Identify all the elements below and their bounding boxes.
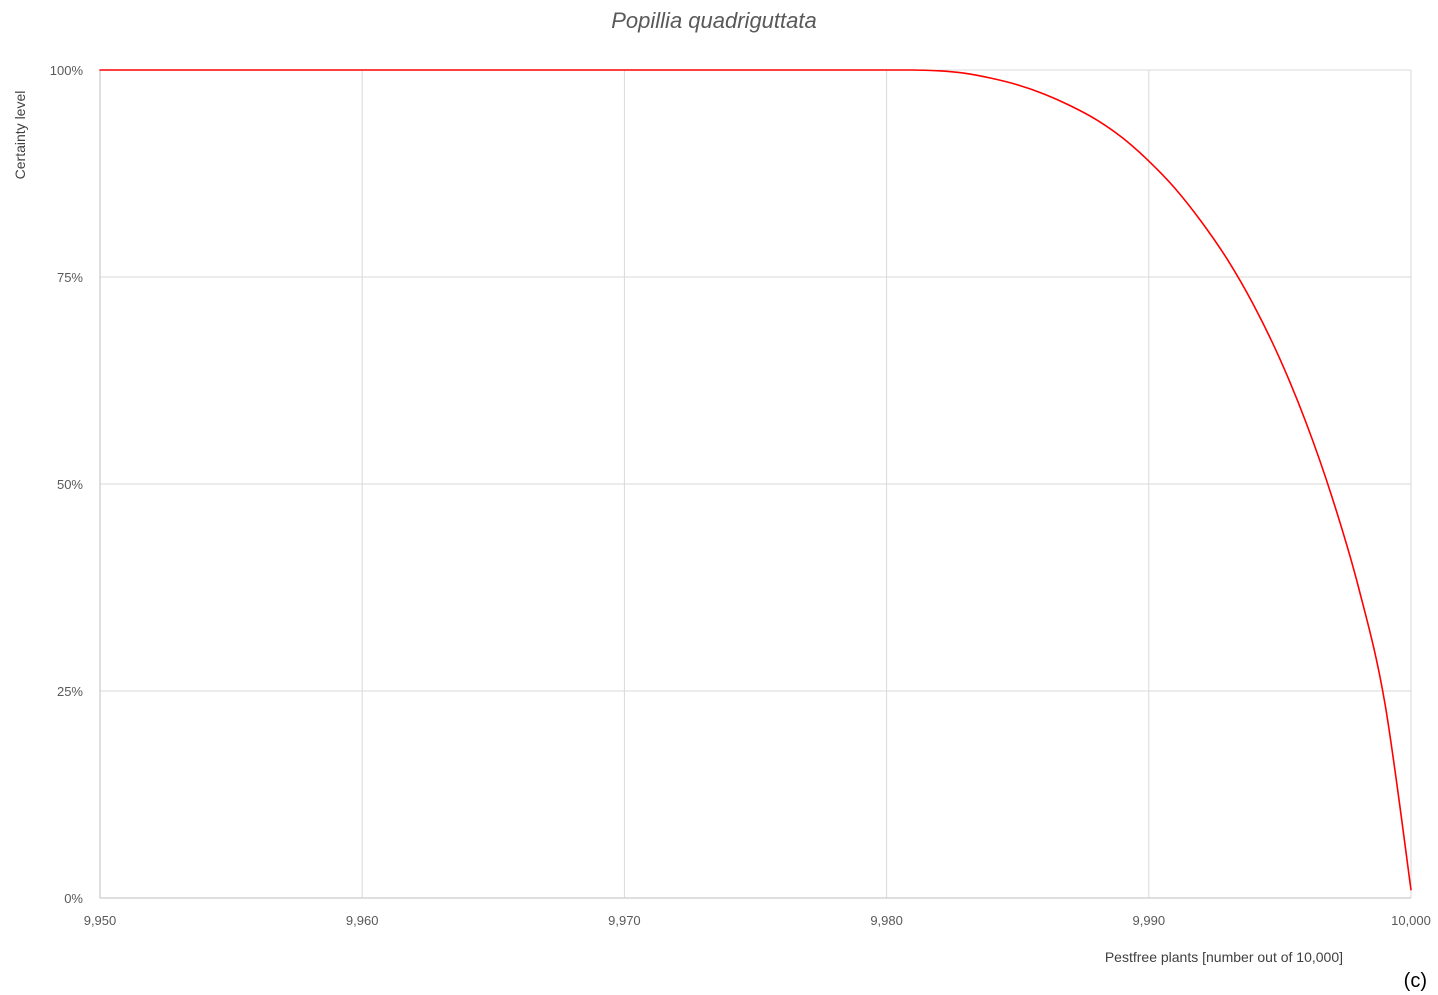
series-group <box>99 69 1412 891</box>
axes <box>99 70 1411 899</box>
x-tick-label: 10,000 <box>1391 913 1431 928</box>
x-tick-label: 9,970 <box>608 913 641 928</box>
chart-title: Popillia quadriguttata <box>611 8 816 33</box>
y-axis-label: Certainty level <box>12 91 28 180</box>
x-tick-label: 9,980 <box>870 913 903 928</box>
x-tick-label: 9,950 <box>84 913 117 928</box>
y-tick-label: 25% <box>57 684 83 699</box>
tick-labels: 9,950 9,960 9,970 9,980 9,990 10,000 0% 25% 50% 7… <box>50 63 1431 928</box>
grid-lines <box>100 69 1412 898</box>
x-tick-label: 9,990 <box>1133 913 1166 928</box>
certainty-line <box>99 69 1412 891</box>
panel-label: (c) <box>1404 970 1427 992</box>
y-tick-label: 100% <box>50 63 84 78</box>
x-axis-label: Pestfree plants [number out of 10,000] <box>1105 949 1343 965</box>
y-tick-label: 75% <box>57 270 83 285</box>
y-tick-label: 0% <box>64 891 83 906</box>
y-tick-label: 50% <box>57 477 83 492</box>
x-tick-label: 9,960 <box>346 913 379 928</box>
